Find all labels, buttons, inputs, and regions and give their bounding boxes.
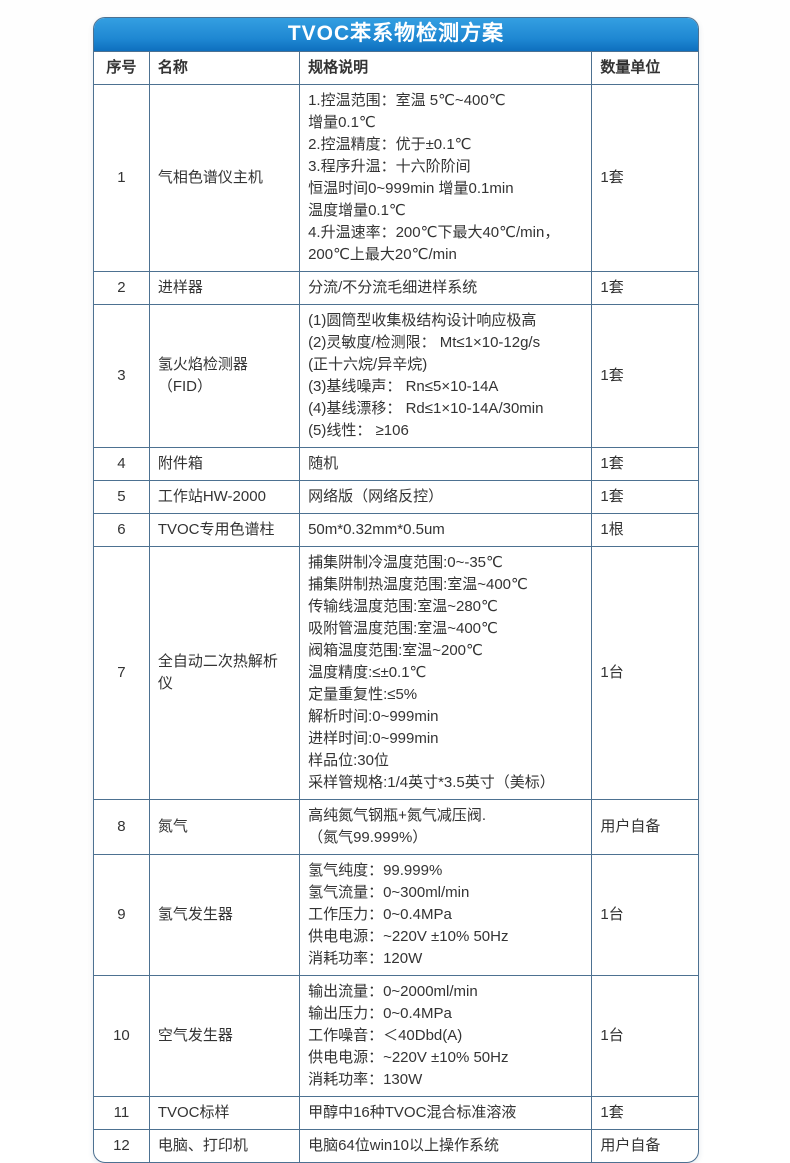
row-name-cell: 全自动二次热解析仪 [148,546,301,800]
table-row: 1 气相色谱仪主机 1.控温范围：室温 5℃~400℃ 增量0.1℃ 2.控温精… [94,84,698,272]
row-spec-cell: 高纯氮气钢瓶+氮气减压阀. （氮气99.999%） [299,799,593,855]
row-spec-cell: 甲醇中16种TVOC混合标准溶液 [299,1096,593,1130]
row-number-cell: 11 [94,1096,150,1130]
table-row: 9 氢气发生器 氢气纯度：99.999% 氢气流量：0~300ml/min 工作… [94,854,698,976]
row-number-cell: 7 [94,546,150,800]
row-name-cell: TVOC专用色谱柱 [148,513,301,547]
row-spec-cell: 分流/不分流毛细进样系统 [299,271,593,305]
row-name-cell: 空气发生器 [148,975,301,1097]
table-row: 6 TVOC专用色谱柱 50m*0.32mm*0.5um 1根 [94,513,698,547]
row-number-cell: 2 [94,271,150,305]
row-quantity-cell: 1套 [591,304,698,448]
column-header-no: 序号 [94,51,150,85]
table-row: 3 氢火焰检测器（FID） (1)圆筒型收集极结构设计响应极高 (2)灵敏度/检… [94,304,698,448]
row-quantity-cell: 1套 [591,271,698,305]
row-quantity-cell: 1套 [591,480,698,514]
page-title: TVOC苯系物检测方案 [94,18,698,51]
row-name-cell: 氢火焰检测器（FID） [148,304,301,448]
row-number-cell: 10 [94,975,150,1097]
row-name-cell: 工作站HW-2000 [148,480,301,514]
row-quantity-cell: 1套 [591,84,698,272]
table-header: 序号 名称 规格说明 数量单位 [94,51,698,85]
table-row: 12 电脑、打印机 电脑64位win10以上操作系统 用户自备 [94,1129,698,1162]
row-number-cell: 9 [94,854,150,976]
row-quantity-cell: 1台 [591,975,698,1097]
table-row: 7 全自动二次热解析仪 捕集阱制冷温度范围:0~-35℃ 捕集阱制热温度范围:室… [94,546,698,800]
row-name-cell: 进样器 [148,271,301,305]
table-body: 1 气相色谱仪主机 1.控温范围：室温 5℃~400℃ 增量0.1℃ 2.控温精… [94,84,698,1162]
header-row: 序号 名称 规格说明 数量单位 [94,51,698,85]
row-number-cell: 5 [94,480,150,514]
row-quantity-cell: 1套 [591,1096,698,1130]
row-spec-cell: 氢气纯度：99.999% 氢气流量：0~300ml/min 工作压力：0~0.4… [299,854,593,976]
row-name-cell: 氮气 [148,799,301,855]
row-quantity-cell: 用户自备 [591,1129,698,1162]
table-row: 5 工作站HW-2000 网络版（网络反控） 1套 [94,480,698,514]
table-row: 10 空气发生器 输出流量：0~2000ml/min 输出压力：0~0.4MPa… [94,975,698,1097]
row-name-cell: 附件箱 [148,447,301,481]
row-quantity-cell: 用户自备 [591,799,698,855]
spec-card: TVOC苯系物检测方案 序号 名称 规格说明 数量单位 1 气相色谱仪主机 1.… [93,17,699,1163]
column-header-name: 名称 [148,51,301,85]
row-number-cell: 1 [94,84,150,272]
row-spec-cell: 输出流量：0~2000ml/min 输出压力：0~0.4MPa 工作噪音：＜40… [299,975,593,1097]
spec-table: 序号 名称 规格说明 数量单位 1 气相色谱仪主机 1.控温范围：室温 5℃~4… [94,51,698,1162]
row-quantity-cell: 1台 [591,546,698,800]
row-quantity-cell: 1根 [591,513,698,547]
row-spec-cell: 网络版（网络反控） [299,480,593,514]
row-number-cell: 4 [94,447,150,481]
row-spec-cell: 50m*0.32mm*0.5um [299,513,593,547]
table-row: 4 附件箱 随机 1套 [94,447,698,481]
column-header-spec: 规格说明 [299,51,593,85]
row-number-cell: 6 [94,513,150,547]
table-row: 8 氮气 高纯氮气钢瓶+氮气减压阀. （氮气99.999%） 用户自备 [94,799,698,855]
row-name-cell: TVOC标样 [148,1096,301,1130]
page: TVOC苯系物检测方案 序号 名称 规格说明 数量单位 1 气相色谱仪主机 1.… [93,17,699,1163]
row-number-cell: 3 [94,304,150,448]
row-spec-cell: (1)圆筒型收集极结构设计响应极高 (2)灵敏度/检测限： Mt≤1×10-12… [299,304,593,448]
row-number-cell: 12 [94,1129,150,1162]
row-spec-cell: 随机 [299,447,593,481]
column-header-qty: 数量单位 [591,51,698,85]
row-name-cell: 气相色谱仪主机 [148,84,301,272]
row-name-cell: 电脑、打印机 [148,1129,301,1162]
row-spec-cell: 1.控温范围：室温 5℃~400℃ 增量0.1℃ 2.控温精度：优于±0.1℃ … [299,84,593,272]
row-quantity-cell: 1台 [591,854,698,976]
row-spec-cell: 捕集阱制冷温度范围:0~-35℃ 捕集阱制热温度范围:室温~400℃ 传输线温度… [299,546,593,800]
row-quantity-cell: 1套 [591,447,698,481]
table-row: 11 TVOC标样 甲醇中16种TVOC混合标准溶液 1套 [94,1096,698,1130]
table-row: 2 进样器 分流/不分流毛细进样系统 1套 [94,271,698,305]
row-spec-cell: 电脑64位win10以上操作系统 [299,1129,593,1162]
row-name-cell: 氢气发生器 [148,854,301,976]
row-number-cell: 8 [94,799,150,855]
